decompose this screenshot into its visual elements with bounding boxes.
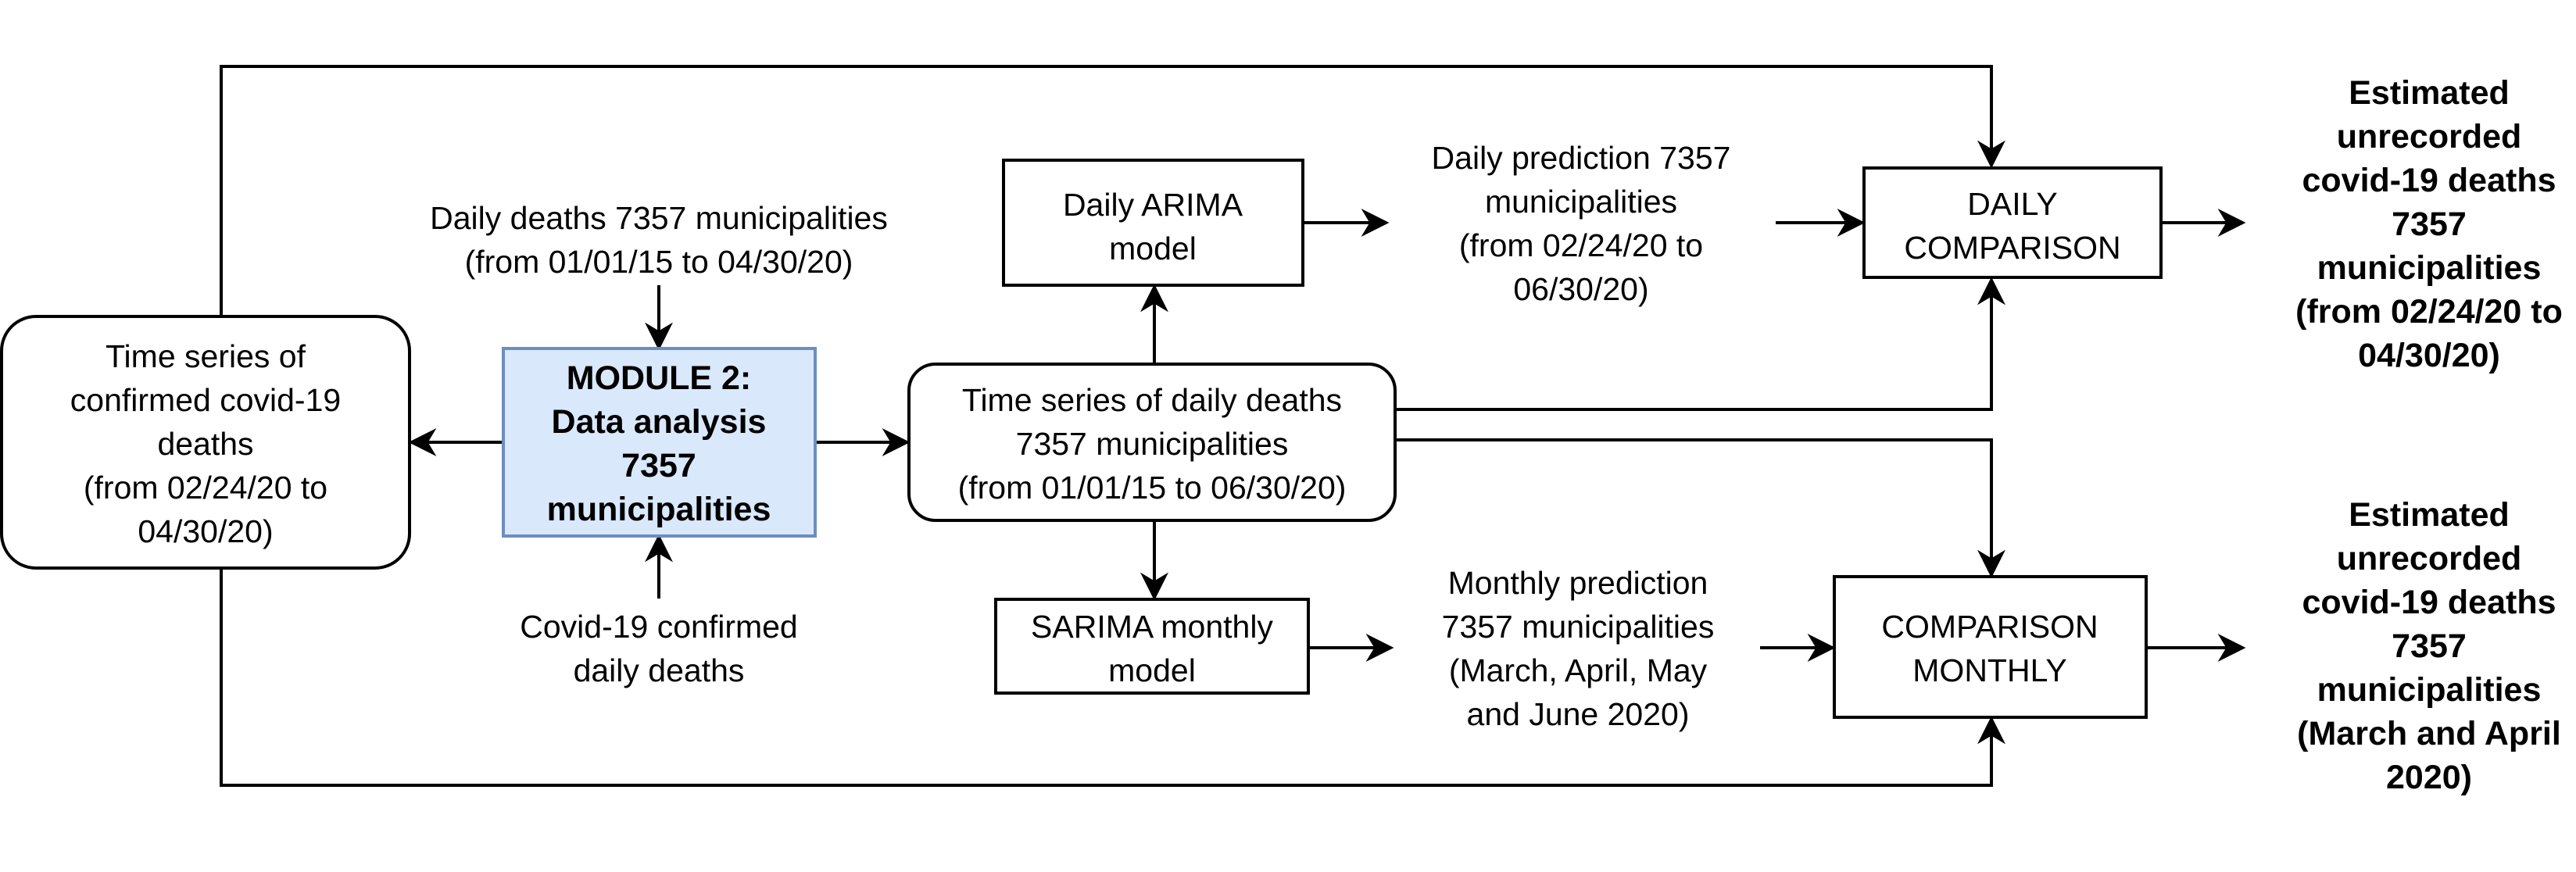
module2-label-line: MODULE 2: (567, 359, 752, 397)
estimated-monthly-label-line: (March and April (2297, 715, 2561, 752)
comparison-monthly-box (1833, 575, 2148, 719)
estimated-daily-label-line: Estimated (2349, 74, 2510, 112)
monthly-prediction-label: Monthly prediction 7357 municipalities (Ma… (1442, 565, 1715, 732)
daily-deaths-input-label-line: (from 01/01/15 to 04/30/20) (465, 244, 853, 280)
time-series-confirmed-label-line: 04/30/20) (138, 513, 273, 549)
edge-timeseries-to-daily-comparison (1397, 277, 2005, 411)
time-series-daily-label-line: Time series of daily deaths (962, 382, 1342, 418)
time-series-confirmed-label-line: (from 02/24/20 to (84, 470, 327, 506)
estimated-monthly-label-line: covid-19 deaths (2302, 584, 2556, 621)
daily-comparison-label-line: DAILY (1967, 186, 2057, 222)
edge-bottom-loop (220, 569, 2005, 787)
estimated-daily-label-line: 04/30/20) (2358, 337, 2500, 374)
monthly-prediction-label-line: (March, April, May (1449, 652, 1708, 688)
daily-comparison-box (1862, 166, 2163, 279)
covid-confirmed-input-label: Covid-19 confirmed daily deaths (520, 609, 798, 688)
time-series-daily-label-line: (from 01/01/15 to 06/30/20) (958, 470, 1347, 506)
module2-label: MODULE 2: Data analysis 7357 municipalities (547, 359, 771, 528)
module2-label-line: 7357 (621, 447, 696, 484)
daily-prediction-label-line: Daily prediction 7357 (1432, 140, 1731, 176)
daily-prediction-label-line: municipalities (1485, 184, 1677, 220)
daily-comparison-label: DAILY COMPARISON (1904, 186, 2120, 266)
time-series-confirmed-label-line: confirmed covid-19 (70, 382, 341, 418)
daily-deaths-input-label: Daily deaths 7357 municipalities (from 01… (430, 200, 888, 280)
daily-arima-label-line: model (1109, 231, 1197, 266)
estimated-daily-label-line: covid-19 deaths (2302, 162, 2556, 199)
module2-label-line: Data analysis (552, 403, 767, 441)
monthly-prediction-label-line: Monthly prediction (1448, 565, 1708, 601)
time-series-confirmed-label: Time series of confirmed covid-19 deaths (f… (70, 338, 341, 549)
time-series-confirmed-box (0, 315, 411, 570)
sarima-monthly-box (994, 598, 1310, 695)
module2-box (502, 347, 817, 538)
estimated-daily-label-line: unrecorded (2337, 118, 2522, 155)
estimated-monthly-label-line: unrecorded (2337, 540, 2522, 577)
sarima-monthly-label: SARIMA monthly model (1031, 609, 1273, 688)
time-series-daily-label: Time series of daily deaths 7357 municipa… (958, 382, 1347, 506)
daily-comparison-label-line: COMPARISON (1904, 230, 2120, 266)
covid-confirmed-input-label-line: daily deaths (574, 652, 745, 688)
module2-label-line: municipalities (547, 491, 771, 528)
daily-deaths-input-label-line: Daily deaths 7357 municipalities (430, 200, 888, 236)
time-series-confirmed-label-line: deaths (157, 426, 253, 462)
edge-top-loop (220, 65, 2005, 316)
monthly-prediction-label-line: 7357 municipalities (1442, 609, 1715, 645)
covid-confirmed-input-label-line: Covid-19 confirmed (520, 609, 798, 645)
estimated-daily-label-line: 7357 (2392, 205, 2467, 243)
daily-prediction-label: Daily prediction 7357 municipalities (from… (1432, 140, 1731, 307)
estimated-monthly-label-line: municipalities (2317, 671, 2542, 709)
sarima-monthly-label-line: model (1108, 652, 1196, 688)
estimated-daily-label-line: municipalities (2317, 249, 2542, 287)
daily-prediction-label-line: 06/30/20) (1513, 271, 1648, 307)
sarima-monthly-label-line: SARIMA monthly (1031, 609, 1273, 645)
estimated-monthly-label: Estimated unrecorded covid-19 deaths 7357 mu… (2297, 496, 2561, 796)
comparison-monthly-label: COMPARISON MONTHLY (1881, 609, 2098, 688)
estimated-daily-label-line: (from 02/24/20 to (2295, 293, 2563, 331)
estimated-monthly-label-line: Estimated (2349, 496, 2510, 534)
estimated-monthly-label-line: 2020) (2386, 759, 2472, 796)
daily-arima-label: Daily ARIMA model (1063, 187, 1243, 266)
edge-timeseries-to-comparison-monthly (1397, 438, 2005, 578)
monthly-prediction-label-line: and June 2020) (1467, 696, 1690, 732)
time-series-daily-label-line: 7357 municipalities (1016, 426, 1289, 462)
daily-prediction-label-line: (from 02/24/20 to (1459, 227, 1703, 263)
comparison-monthly-label-line: COMPARISON (1881, 609, 2098, 645)
time-series-confirmed-label-line: Time series of (106, 338, 306, 374)
daily-arima-box (1002, 159, 1304, 287)
estimated-daily-label: Estimated unrecorded covid-19 deaths 7357 mu… (2295, 74, 2563, 374)
time-series-daily-box (907, 363, 1397, 522)
comparison-monthly-label-line: MONTHLY (1912, 652, 2066, 688)
estimated-monthly-label-line: 7357 (2392, 627, 2467, 665)
connectors (220, 65, 2246, 787)
daily-arima-label-line: Daily ARIMA (1063, 187, 1243, 223)
